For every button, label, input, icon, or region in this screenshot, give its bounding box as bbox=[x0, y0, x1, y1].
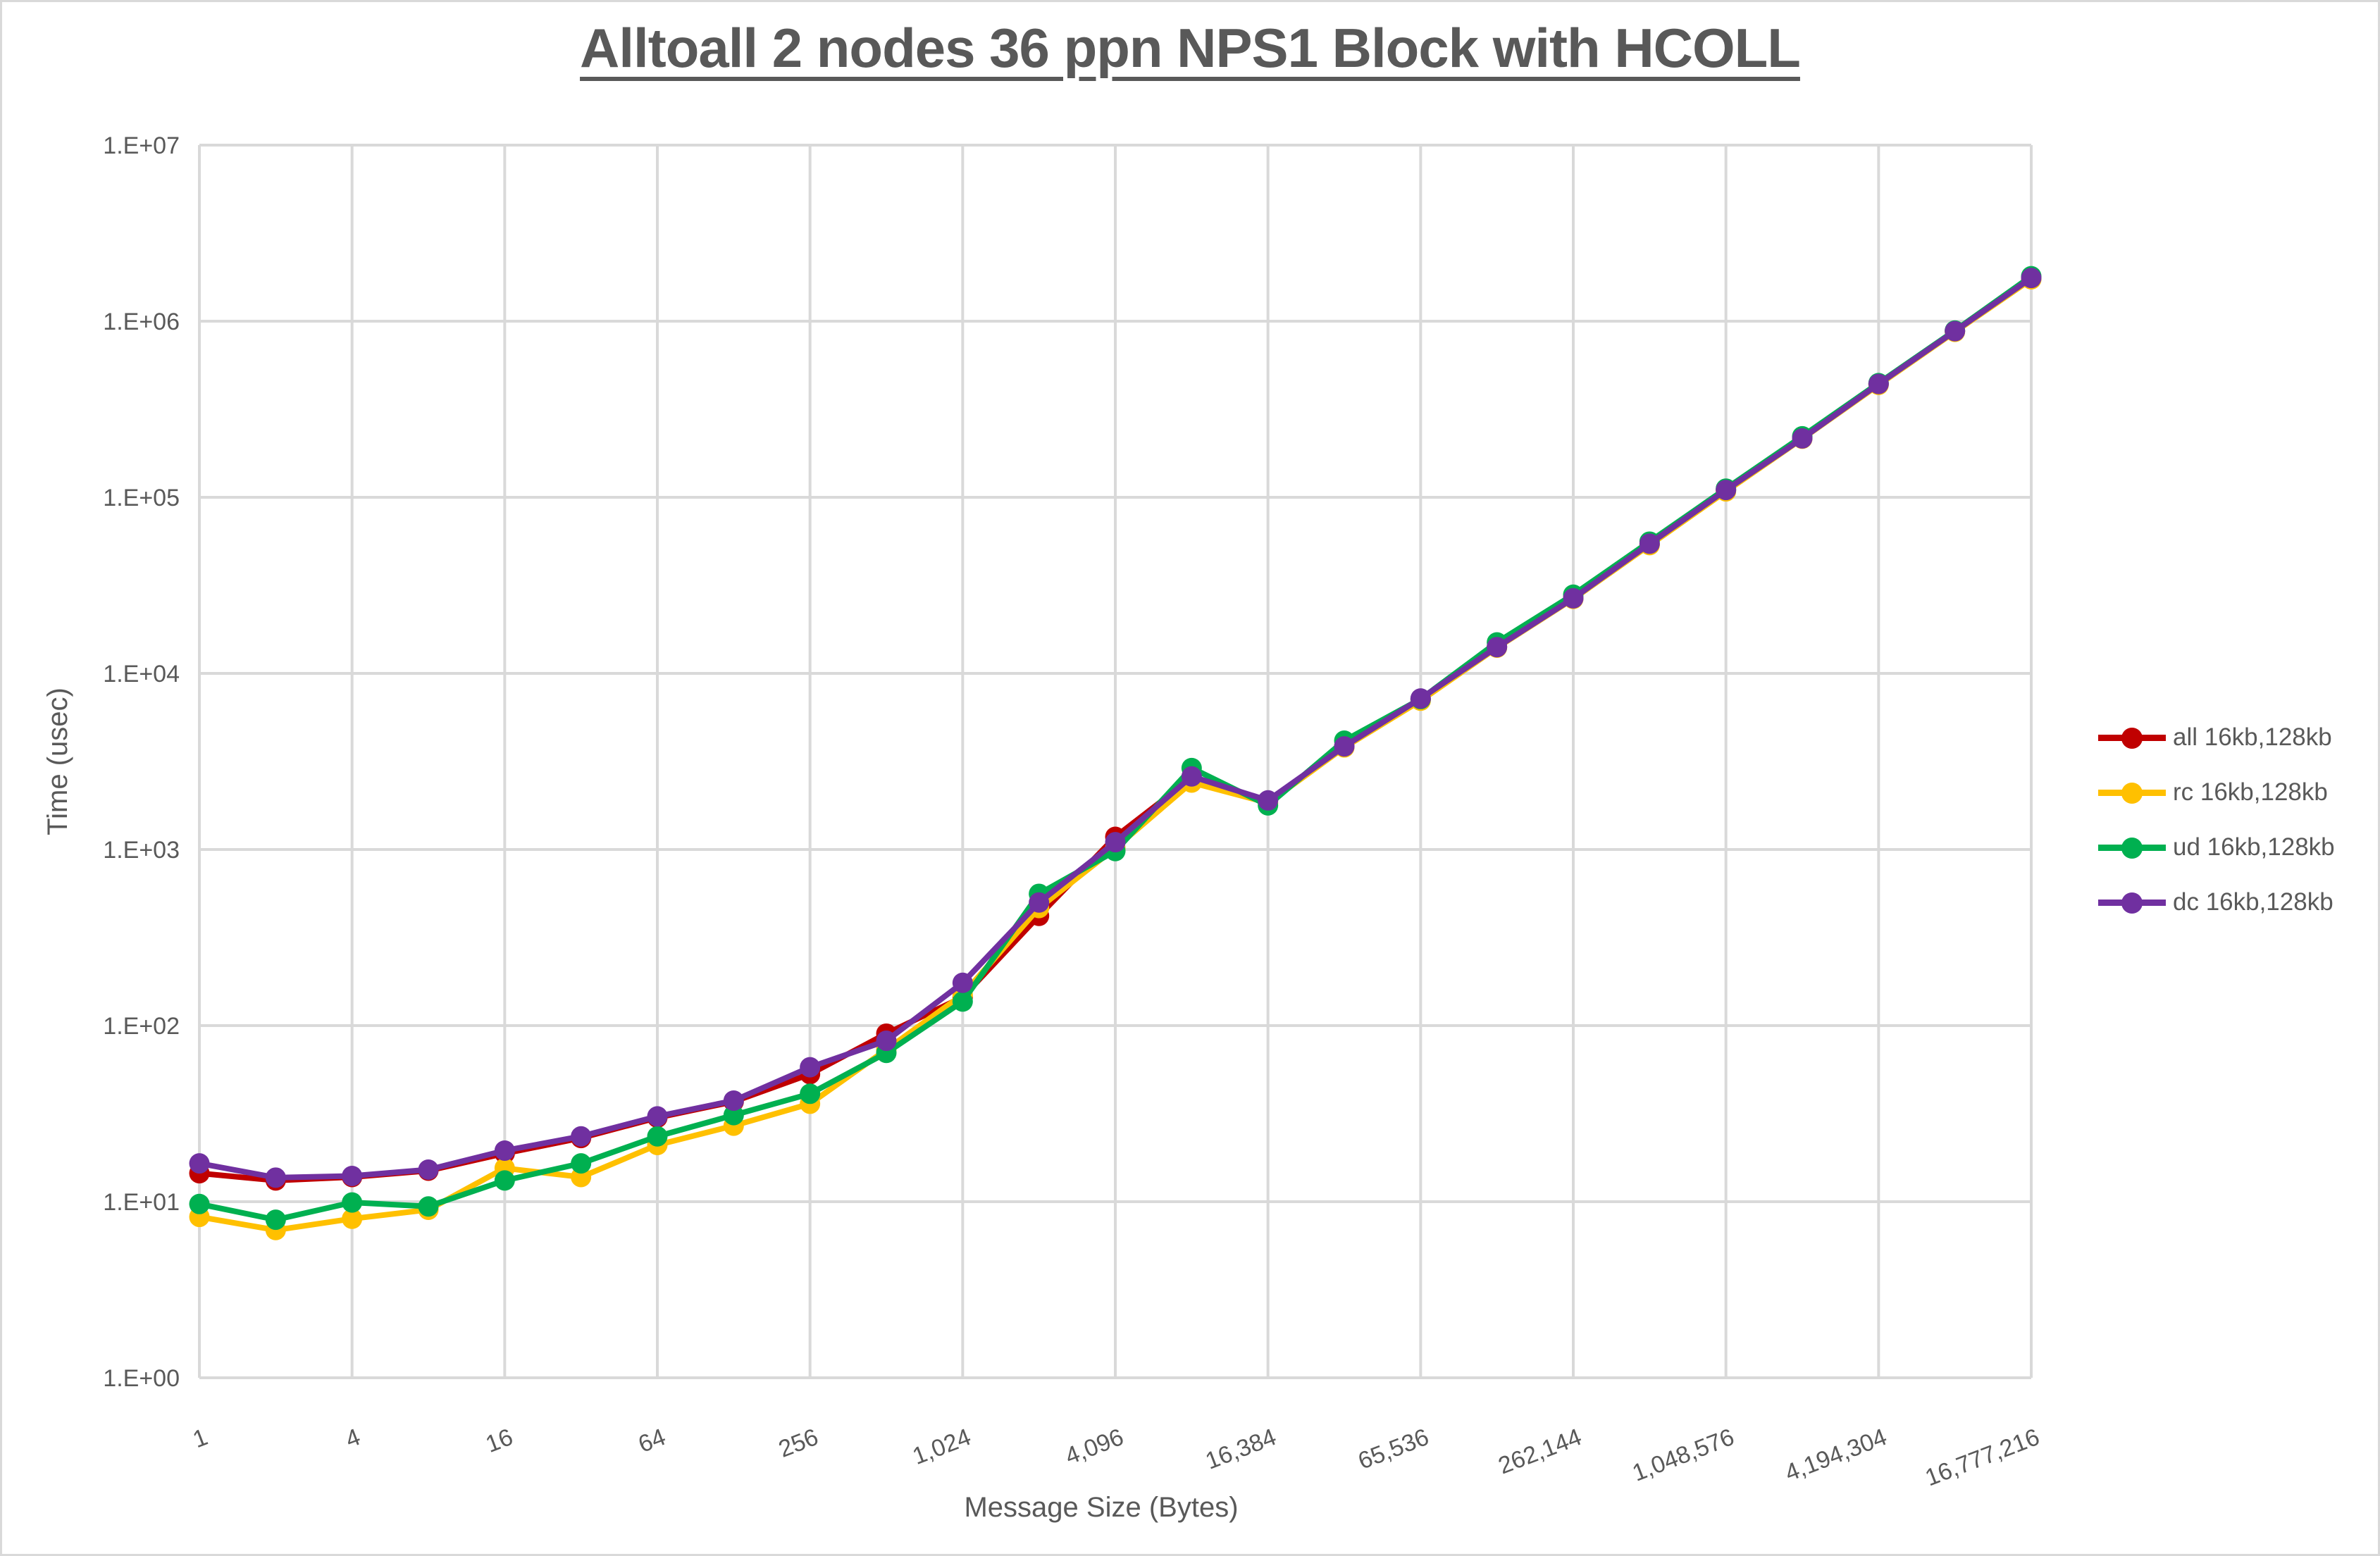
data-point-ud-4 bbox=[342, 1192, 363, 1213]
data-point-ud-16 bbox=[494, 1170, 515, 1191]
data-point-dc-524288 bbox=[1639, 533, 1660, 554]
data-point-ud-128 bbox=[723, 1104, 744, 1126]
y-tick-label: 1.E+04 bbox=[103, 661, 180, 687]
y-tick-label: 1.E+02 bbox=[103, 1013, 180, 1040]
data-point-rc-4 bbox=[342, 1208, 363, 1229]
legend-item-rc[interactable]: rc 16kb,128kb bbox=[2098, 778, 2335, 806]
data-point-ud-1024 bbox=[952, 991, 973, 1012]
x-tick-label: 1,024 bbox=[909, 1424, 974, 1470]
data-point-dc-1024 bbox=[952, 972, 973, 993]
data-point-dc-32768 bbox=[1334, 736, 1355, 757]
y-tick-label: 1.E+00 bbox=[103, 1365, 180, 1392]
legend-label-ud: ud 16kb,128kb bbox=[2173, 833, 2335, 861]
data-point-dc-131072 bbox=[1487, 637, 1508, 658]
data-point-dc-1048576 bbox=[1716, 480, 1737, 501]
data-point-dc-512 bbox=[876, 1031, 897, 1052]
legend-marker-ud-icon bbox=[2098, 837, 2166, 859]
data-point-dc-4194304 bbox=[1868, 373, 1889, 394]
chart-title: Alltoall 2 nodes 36 ppn NPS1 Block with … bbox=[580, 17, 1801, 79]
x-axis-title: Message Size (Bytes) bbox=[964, 1492, 1238, 1523]
x-tick-label: 16,384 bbox=[1202, 1424, 1280, 1475]
y-tick-label: 1.E+01 bbox=[103, 1189, 180, 1216]
legend-label-rc: rc 16kb,128kb bbox=[2173, 778, 2328, 806]
data-point-ud-8 bbox=[418, 1196, 439, 1217]
x-tick-label: 16,777,216 bbox=[1921, 1424, 2043, 1491]
data-point-dc-64 bbox=[647, 1106, 668, 1127]
data-point-dc-4096 bbox=[1105, 832, 1126, 853]
legend: all 16kb,128kb rc 16kb,128kb ud 16kb,128… bbox=[2098, 723, 2335, 916]
data-point-dc-16384 bbox=[1258, 790, 1279, 811]
legend-item-all[interactable]: all 16kb,128kb bbox=[2098, 723, 2335, 751]
data-point-dc-1 bbox=[189, 1153, 210, 1174]
x-tick-label: 65,536 bbox=[1354, 1424, 1432, 1475]
y-axis-title: Time (usec) bbox=[42, 687, 73, 835]
x-tick-label: 4,194,304 bbox=[1781, 1424, 1890, 1487]
legend-item-dc[interactable]: dc 16kb,128kb bbox=[2098, 888, 2335, 916]
legend-label-dc: dc 16kb,128kb bbox=[2173, 888, 2333, 916]
legend-marker-rc-icon bbox=[2098, 782, 2166, 804]
data-point-dc-2048 bbox=[1029, 892, 1050, 913]
data-point-ud-256 bbox=[800, 1083, 821, 1104]
x-tick-label: 16 bbox=[482, 1424, 516, 1458]
data-point-ud-32 bbox=[571, 1153, 592, 1174]
legend-item-ud[interactable]: ud 16kb,128kb bbox=[2098, 833, 2335, 861]
data-point-dc-16 bbox=[494, 1140, 515, 1161]
x-tick-label: 1 bbox=[190, 1424, 211, 1453]
data-point-dc-2097152 bbox=[1792, 428, 1813, 449]
legend-marker-dc-icon bbox=[2098, 892, 2166, 914]
data-point-ud-1 bbox=[189, 1193, 210, 1214]
x-tick-label: 64 bbox=[635, 1424, 669, 1458]
data-point-ud-64 bbox=[647, 1126, 668, 1147]
data-point-dc-8388608 bbox=[1945, 320, 1966, 342]
x-tick-label: 1,048,576 bbox=[1629, 1424, 1738, 1487]
y-tick-label: 1.E+07 bbox=[103, 132, 180, 159]
legend-label-all: all 16kb,128kb bbox=[2173, 723, 2332, 751]
data-point-dc-4 bbox=[342, 1165, 363, 1186]
x-tick-label: 4 bbox=[342, 1424, 364, 1453]
y-tick-label: 1.E+06 bbox=[103, 309, 180, 335]
x-tick-label: 256 bbox=[775, 1424, 822, 1463]
data-point-dc-2 bbox=[265, 1167, 286, 1188]
data-point-dc-262144 bbox=[1563, 587, 1584, 609]
data-point-dc-256 bbox=[800, 1057, 821, 1078]
y-tick-label: 1.E+05 bbox=[103, 485, 180, 511]
data-point-dc-8 bbox=[418, 1159, 439, 1181]
x-tick-label: 4,096 bbox=[1062, 1424, 1127, 1470]
data-point-dc-128 bbox=[723, 1090, 744, 1111]
data-point-dc-16777216 bbox=[2021, 268, 2042, 289]
y-tick-label: 1.E+03 bbox=[103, 837, 180, 864]
x-tick-label: 262,144 bbox=[1495, 1424, 1585, 1480]
data-point-dc-8192 bbox=[1181, 766, 1202, 787]
legend-marker-all-icon bbox=[2098, 727, 2166, 749]
data-point-dc-32 bbox=[571, 1126, 592, 1147]
data-point-ud-2 bbox=[265, 1209, 286, 1231]
data-point-dc-65536 bbox=[1410, 688, 1431, 709]
